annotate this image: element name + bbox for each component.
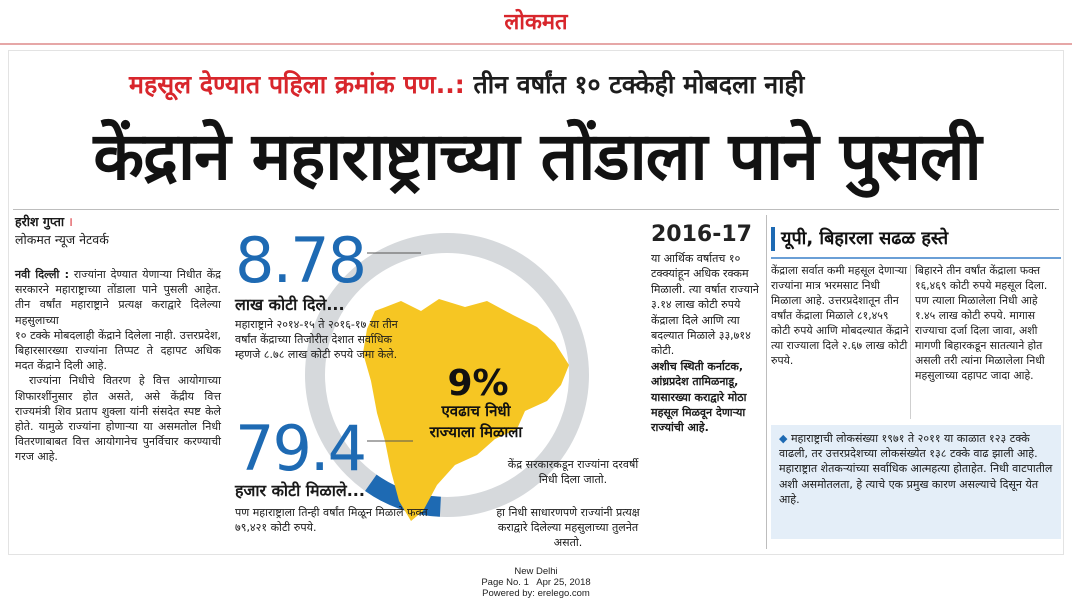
- population-note-text: महाराष्ट्राची लोकसंख्या १९७१ ते २०११ या …: [779, 432, 1053, 506]
- column-divider: [766, 215, 767, 549]
- maharashtra-map-shape: [363, 299, 569, 521]
- stat-received-number: 79.4: [235, 412, 367, 485]
- footer-powered-by: Powered by: erelego.com: [482, 588, 590, 599]
- share-caption: एवढाच निधी राज्याला मिळाला: [395, 401, 557, 443]
- diamond-bullet-icon: ◆: [779, 432, 788, 445]
- infographic-svg: [305, 233, 589, 521]
- stat-received-unit: हजार कोटी मिळाले...: [235, 481, 365, 500]
- year-bold-text: अशीच स्थिती कर्नाटक, आंध्रप्रदेश तामिळना…: [651, 359, 747, 435]
- stat-given-note: महाराष्ट्राने २०१४-१५ ते २०१६-१७ या तीन …: [235, 318, 398, 361]
- headline-rule: [13, 209, 1059, 210]
- byline-org: लोकमत न्यूज नेटवर्क: [15, 232, 109, 247]
- masthead-rule: [0, 43, 1072, 45]
- share-caption-line1: एवढाच निधी: [441, 402, 511, 420]
- graphic-note-basis: हा निधी साधारणपणे राज्यांनी प्रत्यक्ष कर…: [496, 506, 640, 549]
- lokmat-logo: लोकमत: [504, 9, 568, 35]
- year-column: 2016-17 या आर्थिक वर्षातच १० टक्क्यांहून…: [651, 221, 763, 436]
- masthead: लोकमत: [0, 0, 1072, 45]
- right-column-up: केंद्राला सर्वात कमी महसूल देणाऱ्या राज्…: [771, 264, 909, 367]
- newspaper-page: महसूल देण्यात पहिला क्रमांक पण..: तीन वर…: [8, 50, 1064, 555]
- byline-separator: ।: [64, 214, 73, 229]
- page-footer: New Delhi Page No. 1 Apr 25, 2018 Powere…: [436, 566, 636, 599]
- kicker-line: महसूल देण्यात पहिला क्रमांक पण..: तीन वर…: [129, 65, 959, 105]
- left-paragraph-3: राज्यांना निधीचे वितरण हे वित्त आयोगाच्य…: [15, 374, 221, 464]
- right-column-bihar: बिहारने तीन वर्षांत केंद्राला फक्त १६,४६…: [915, 264, 1048, 382]
- byline-name: हरीश गुप्ता: [15, 214, 65, 229]
- left-article-column: नवी दिल्ली : राज्यांना देण्यात येणाऱ्या …: [15, 267, 221, 465]
- byline: हरीश गुप्ता । लोकमत न्यूज नेटवर्क: [15, 213, 215, 249]
- right-column-separator: [910, 265, 911, 419]
- graphic-note-central: केंद्र सरकारकडून राज्यांना दरवर्षी निधी …: [507, 458, 639, 486]
- footer-city: New Delhi: [514, 566, 558, 577]
- share-caption-line2: राज्याला मिळाला: [429, 423, 523, 441]
- kicker-black: तीन वर्षांत १० टक्केही मोबदला नाही: [473, 70, 805, 99]
- left-p1-text: राज्यांना देण्यात येणाऱ्या निधीत केंद्र …: [15, 268, 222, 327]
- stat-given-unit: लाख कोटी दिले...: [235, 295, 345, 314]
- left-paragraph-1: नवी दिल्ली : राज्यांना देण्यात येणाऱ्या …: [15, 267, 221, 328]
- stat-given-number: 8.78: [235, 224, 367, 297]
- left-paragraph-2: १० टक्के मोबदलाही केंद्राने दिलेला नाही.…: [15, 328, 221, 373]
- year-text: या आर्थिक वर्षातच १० टक्क्यांहून अधिक रक…: [651, 252, 759, 358]
- right-box-heading: यूपी, बिहारला सढळ हस्ते: [771, 221, 1061, 257]
- dateline: नवी दिल्ली :: [15, 268, 69, 281]
- infographic: 8.78 लाख कोटी दिले... महाराष्ट्राने २०१४…: [225, 215, 643, 550]
- population-note-box: ◆ महाराष्ट्राची लोकसंख्या १९७१ ते २०११ य…: [771, 425, 1061, 539]
- right-heading-bar: [771, 257, 1061, 259]
- footer-page-date: Page No. 1 Apr 25, 2018: [481, 577, 591, 588]
- main-headline: केंद्राने महाराष्ट्राच्या तोंडाला पाने प…: [93, 118, 981, 195]
- stat-received-note: पण महाराष्ट्राला तिन्ही वर्षांत मिळून मि…: [235, 506, 428, 534]
- share-percent: 9%: [447, 363, 509, 404]
- ring-background: [305, 233, 589, 517]
- year-heading: 2016-17: [651, 222, 752, 247]
- kicker-red: महसूल देण्यात पहिला क्रमांक पण..:: [129, 70, 474, 99]
